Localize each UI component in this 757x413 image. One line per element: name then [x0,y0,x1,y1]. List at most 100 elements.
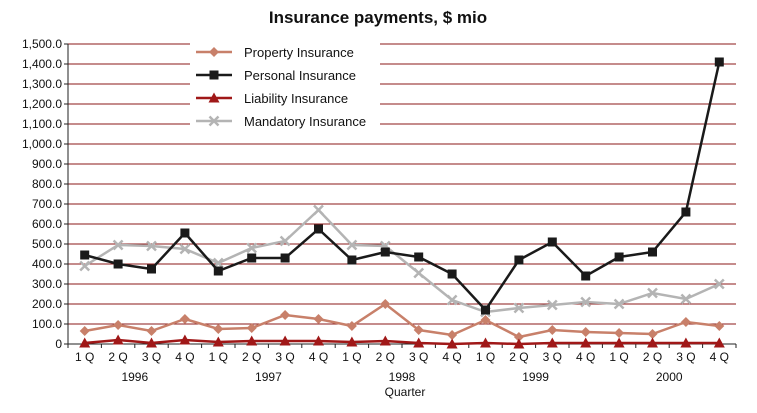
x-tick-label: 1 Q [209,350,228,364]
legend-item-liability-insurance: Liability Insurance [196,91,348,106]
y-tick-label: 300.0 [32,277,62,291]
legend-marker-shape [209,70,219,80]
data-point-property-insurance [380,299,391,309]
data-point-liability-insurance [279,335,291,346]
data-point-mandatory-insurance-stroke [713,278,725,290]
legend-box [190,40,380,134]
data-point-mandatory-insurance [680,293,692,305]
data-point-liability-insurance-shape [313,335,324,346]
data-point-liability-insurance [212,336,224,347]
data-point-liability-insurance [413,337,425,348]
legend-marker-shape [209,47,219,57]
data-point-mandatory-insurance-stroke [613,298,625,310]
data-point-mandatory-insurance [513,302,525,314]
data-point-personal-insurance-shape [714,57,724,67]
data-point-liability-insurance [480,337,491,348]
legend-label: Mandatory Insurance [244,114,366,129]
data-point-liability-insurance-shape [246,335,258,346]
data-point-mandatory-insurance [446,294,458,306]
data-point-personal-insurance-shape [80,250,90,260]
data-point-mandatory-insurance-stroke [647,287,658,299]
x-tick-label: 4 Q [309,350,328,364]
year-label: 1996 [121,370,148,384]
data-point-personal-insurance-shape [247,253,257,263]
data-point-property-insurance-shape [179,314,190,324]
y-tick-label: 1,500.0 [22,37,62,51]
data-point-property-insurance-shape [146,326,157,336]
data-point-property-insurance-shape [280,310,291,320]
data-point-mandatory-insurance-stroke [146,240,157,252]
data-point-property-insurance [179,314,190,324]
series-liability-insurance [79,334,725,349]
data-point-personal-insurance [447,269,457,279]
data-point-liability-insurance [513,338,525,349]
data-point-mandatory-insurance [713,278,725,290]
data-point-property-insurance-shape [480,315,491,325]
data-point-personal-insurance-shape [380,247,390,257]
y-tick-label: 600.0 [32,217,62,231]
data-point-mandatory-insurance-stroke [413,267,425,279]
legend-label: Liability Insurance [244,91,348,106]
data-point-liability-insurance-shape [379,335,391,346]
y-tick-label: 100.0 [32,317,62,331]
data-point-personal-insurance [714,57,724,67]
y-tick-label: 700.0 [32,197,62,211]
data-point-property-insurance [714,321,725,331]
x-tick-label: 2 Q [242,350,261,364]
data-point-mandatory-insurance-stroke [79,260,91,272]
data-point-property-insurance [413,325,424,335]
grid-lines [68,43,736,325]
data-point-mandatory-insurance [546,299,558,311]
data-point-property-insurance [614,328,625,338]
y-tick-label: 0 [55,337,62,351]
data-point-property-insurance [580,327,591,337]
data-point-liability-insurance-shape [346,336,358,347]
legend: Property Insurance Personal Insurance Liab… [190,40,380,134]
data-point-mandatory-insurance-stroke [446,294,458,306]
x-tick-label: 2 Q [509,350,528,364]
data-point-mandatory-insurance-stroke [513,302,525,314]
data-point-property-insurance-shape [380,299,391,309]
data-point-personal-insurance-shape [113,259,123,269]
y-tick-label: 1,400.0 [22,57,62,71]
data-point-property-insurance [480,315,491,325]
year-label: 1998 [389,370,416,384]
series-mandatory-insurance [79,204,725,318]
data-point-liability-insurance-shape [446,338,458,349]
data-point-personal-insurance-shape [180,228,190,238]
data-point-liability-insurance [580,337,592,348]
data-point-property-insurance-shape [413,325,424,335]
data-point-personal-insurance-shape [648,247,657,257]
y-tick-label: 900.0 [32,157,62,171]
series-line-property-insurance [84,302,720,339]
series-lines [79,57,725,349]
data-point-personal-insurance [681,207,691,217]
data-point-property-insurance-shape [79,326,90,336]
legend-marker [209,70,219,80]
data-point-personal-insurance [581,271,591,281]
data-point-personal-insurance-shape [147,264,156,274]
data-point-property-insurance [547,325,558,335]
x-tick-label: 4 Q [576,350,595,364]
data-point-property-insurance [680,317,691,327]
data-point-property-insurance-shape [580,327,591,337]
x-tick-label: 1 Q [609,350,628,364]
data-point-personal-insurance-shape [414,252,424,262]
legend-marker [208,115,220,127]
legend-item-mandatory-insurance: Mandatory Insurance [196,114,366,129]
x-tick-label: 4 Q [710,350,729,364]
data-point-personal-insurance [314,224,323,234]
x-tick-label: 2 Q [643,350,662,364]
data-point-liability-insurance-shape [647,337,658,348]
data-point-liability-insurance-shape [112,334,124,345]
x-tick-label: 1 Q [476,350,495,364]
axes [64,43,737,348]
data-point-property-insurance [447,330,458,340]
series-property-insurance [79,299,725,342]
data-point-personal-insurance [514,255,524,265]
data-point-liability-insurance [179,334,191,345]
data-point-property-insurance-shape [680,317,691,327]
data-point-liability-insurance [246,335,258,346]
data-point-property-insurance [513,332,524,342]
y-tick-label: 200.0 [32,297,62,311]
